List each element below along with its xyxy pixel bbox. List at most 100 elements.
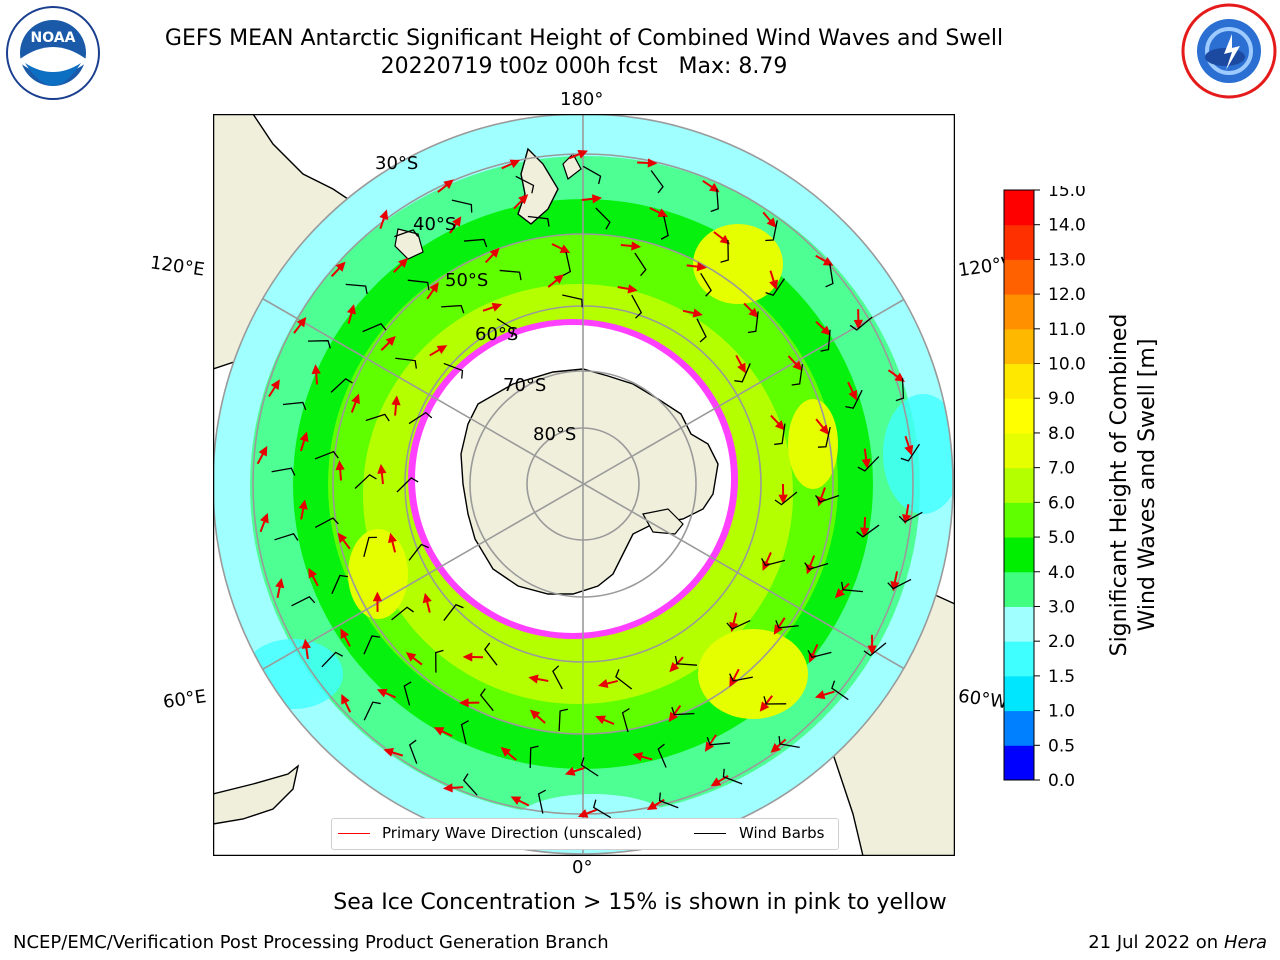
wind-barb (817, 427, 831, 448)
wave-arrow-head (692, 308, 703, 318)
lon-label-60e: 60°E (161, 686, 208, 713)
wind-barb (657, 743, 667, 768)
lon-label-180: 180° (560, 89, 604, 110)
wave-arrow-head (861, 458, 871, 469)
lat-label-50s: 50°S (445, 270, 488, 291)
wind-barb (710, 188, 719, 213)
wave-arrow-head (778, 494, 788, 505)
wind-barb (403, 681, 412, 706)
wind-barb (765, 220, 778, 242)
wave-arrow-head (627, 284, 638, 294)
wind-barb (814, 494, 840, 503)
africa-tip (213, 764, 300, 825)
wind-barb (515, 175, 535, 194)
colorbar-title: Significant Height of Combined Wind Wave… (1107, 314, 1160, 657)
lat-label-40s: 40°S (413, 214, 456, 235)
colorbar-block (1004, 641, 1034, 677)
wave-arrow-head (737, 362, 746, 374)
wave-arrow-head (709, 183, 720, 193)
wave-arrow-head (631, 241, 642, 251)
wind-barb (307, 340, 331, 349)
colorbar-block (1004, 224, 1034, 260)
wave-arrow-head (489, 247, 500, 258)
wind-barb (900, 443, 921, 462)
wind-barb (407, 279, 430, 291)
wind-barb (354, 474, 377, 489)
wave-arrow-head (500, 746, 511, 757)
wind-barb (363, 536, 377, 557)
wave-arrow-head (729, 676, 738, 688)
wind-barb (726, 619, 751, 630)
colorbar-tick-label: 2.0 (1048, 632, 1075, 652)
colorbar-block (1004, 571, 1034, 607)
wave-arrow-head (442, 783, 453, 793)
wave-arrow-head (337, 532, 348, 544)
colorbar-tick-label: 4.0 (1048, 563, 1075, 583)
colorbar-tick-label: 6.0 (1048, 493, 1075, 513)
wind-barb (363, 701, 381, 721)
wave-arrow-head (387, 532, 398, 544)
colorbar-block (1004, 363, 1034, 399)
wave-arrow-head (341, 693, 350, 705)
wave-arrow-head (260, 512, 269, 524)
lat-label-30s: 30°S (375, 153, 418, 174)
colorbar-tick-label: 5.0 (1048, 528, 1075, 548)
wind-barb (451, 199, 473, 213)
wind-barb (435, 649, 444, 673)
colorbar-block (1004, 294, 1034, 330)
wind-barb (443, 362, 464, 379)
colorbar-block (1004, 537, 1034, 573)
tasmania-land (394, 228, 424, 260)
wind-barb (658, 792, 679, 809)
wave-arrow-head (311, 364, 321, 375)
wave-arrow-head (398, 257, 409, 268)
wind-barb (775, 620, 799, 629)
wave-arrow-head (528, 674, 539, 684)
wind-barb (631, 294, 643, 319)
wave-arrow-head (904, 444, 914, 456)
wave-arrow-head (710, 777, 722, 787)
wind-barb (394, 229, 419, 238)
colorbar-tick-label: 8.0 (1048, 424, 1075, 444)
wind-barb (761, 558, 786, 567)
lon-label-0: 0° (572, 857, 593, 878)
wave-arrow-head (372, 591, 383, 602)
wind-barb (660, 215, 669, 240)
colorbar-tick-label: 1.0 (1048, 702, 1075, 722)
wind-barb (729, 673, 753, 682)
wave-arrow-head (335, 261, 346, 272)
wave-arrow-head (422, 592, 432, 604)
colorbar-block (1004, 432, 1034, 469)
wave-arrow-head (853, 319, 863, 330)
wind-barb (898, 511, 923, 523)
wave-arrow-head (298, 499, 308, 510)
colorbar-tick-label: 9.0 (1048, 389, 1075, 409)
wave-arrow-head (792, 360, 803, 371)
colorbar-tick-label: 14.0 (1048, 216, 1086, 236)
wind-barb (391, 606, 414, 621)
wind-barb (396, 477, 419, 493)
wind-barb (849, 316, 873, 331)
footer-host: Hera (1223, 932, 1267, 953)
wave-arrow-head (819, 424, 830, 435)
wind-barb (529, 745, 539, 769)
colorbar-block (1004, 502, 1034, 538)
wind-barb (582, 165, 602, 185)
wind-barb (362, 323, 387, 333)
wave-arrow-head (335, 460, 345, 471)
wind-barb (722, 768, 743, 785)
wave-arrow-head (696, 262, 707, 272)
wave-arrow-head (834, 588, 845, 599)
wind-barb (443, 603, 464, 621)
colorbar-block (1004, 259, 1034, 295)
wave-arrow-head (848, 389, 857, 401)
nws-logo (1181, 3, 1277, 99)
legend-barb-swatch (694, 833, 726, 834)
wave-arrow-head (436, 345, 448, 354)
wind-barb (462, 773, 478, 796)
wind-barb (558, 708, 569, 732)
colorbar-tick-label: 3.0 (1048, 597, 1075, 617)
noaa-logo: NOAA (6, 6, 100, 100)
wind-barb (671, 706, 695, 716)
wind-barb (887, 578, 912, 590)
